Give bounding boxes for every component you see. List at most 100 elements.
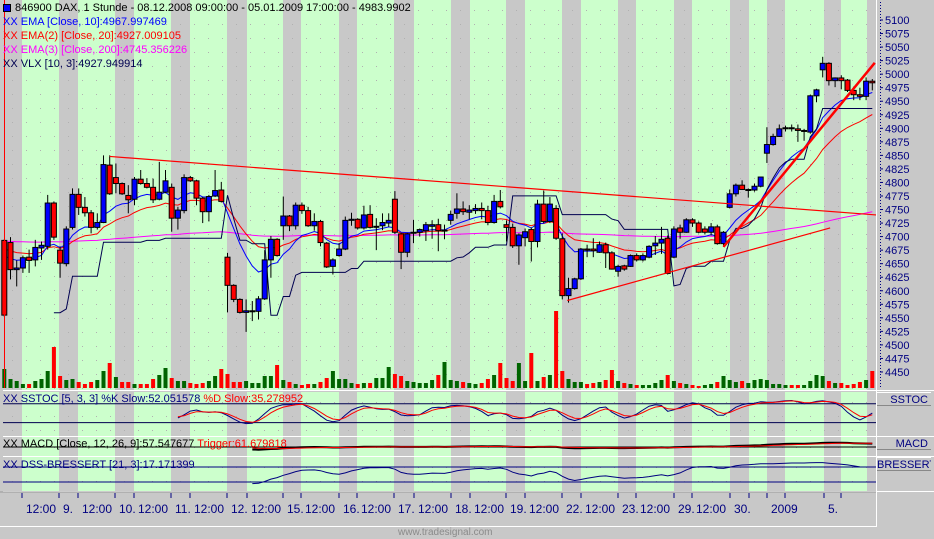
volume-bar	[318, 382, 323, 388]
grid-dot	[264, 52, 265, 53]
grid-dot	[264, 388, 265, 389]
grid-dot	[446, 220, 447, 221]
macd-panel-label[interactable]: MACD	[877, 436, 931, 450]
grid-dot	[124, 10, 125, 11]
grid-dot	[40, 248, 41, 249]
grid-dot	[670, 192, 671, 193]
grid-dot	[460, 430, 461, 431]
grid-dot	[278, 360, 279, 361]
grid-dot	[292, 108, 293, 109]
grid-dot	[250, 94, 251, 95]
grid-dot	[516, 66, 517, 67]
grid-dot	[334, 332, 335, 333]
grid-dot	[362, 94, 363, 95]
grid-dot	[782, 206, 783, 207]
grid-dot	[698, 416, 699, 417]
grid-dot	[810, 430, 811, 431]
candle-body	[435, 224, 442, 232]
grid-dot	[68, 346, 69, 347]
axis-dot	[880, 146, 881, 147]
grid-dot	[54, 276, 55, 277]
price-tick-label: 5100	[885, 15, 909, 27]
grid-dot	[404, 66, 405, 67]
axis-dot	[880, 260, 881, 261]
candle-body	[503, 224, 510, 228]
grid-dot	[54, 388, 55, 389]
grid-dot	[376, 178, 377, 179]
candle-body	[441, 229, 448, 232]
grid-dot	[586, 108, 587, 109]
legend-prefix: XX	[3, 30, 18, 42]
grid-dot	[362, 10, 363, 11]
sstoc-panel-label[interactable]: SSTOC	[877, 392, 931, 406]
session-off-band	[283, 0, 301, 390]
grid-dot	[124, 220, 125, 221]
indicator-legend[interactable]: XX EMA(2) [Close, 20]:4927.009105	[3, 30, 181, 43]
grid-dot	[334, 24, 335, 25]
grid-dot	[180, 66, 181, 67]
grid-dot	[110, 290, 111, 291]
grid-dot	[628, 164, 629, 165]
dss-legend[interactable]: XX DSS-BRESSERT [21, 3]:17.171399	[3, 459, 195, 472]
grid-dot	[712, 304, 713, 305]
grid-dot	[698, 94, 699, 95]
grid-dot	[656, 66, 657, 67]
grid-dot	[656, 402, 657, 403]
grid-dot	[852, 234, 853, 235]
dss-panel-label[interactable]: BRESSERT	[877, 457, 931, 471]
grid-dot	[82, 178, 83, 179]
grid-dot	[334, 346, 335, 347]
grid-dot	[208, 332, 209, 333]
grid-dot	[208, 80, 209, 81]
grid-dot	[600, 24, 601, 25]
grid-dot	[320, 38, 321, 39]
legend-text: EMA(2) [Close, 20]:4927.009105	[20, 30, 181, 42]
grid-dot	[152, 122, 153, 123]
grid-dot	[866, 234, 867, 235]
grid-dot	[348, 416, 349, 417]
grid-dot	[768, 430, 769, 431]
axis-dot	[880, 170, 881, 171]
grid-dot	[12, 402, 13, 403]
grid-dot	[768, 38, 769, 39]
grid-dot	[544, 416, 545, 417]
grid-dot	[236, 24, 237, 25]
sstoc-legend[interactable]: XX SSTOC [5, 3, 3] %K Slow:52.051578 %D …	[3, 393, 303, 406]
grid-dot	[460, 360, 461, 361]
indicator-legend[interactable]: XX VLX [10, 3]:4927.949914	[3, 58, 142, 71]
session-off-band	[227, 457, 247, 491]
grid-dot	[516, 164, 517, 165]
grid-dot	[726, 248, 727, 249]
indicator-legend[interactable]: XX EMA [Close, 10]:4967.997469	[3, 16, 167, 29]
grid-dot	[782, 248, 783, 249]
grid-dot	[432, 290, 433, 291]
grid-dot	[40, 276, 41, 277]
indicator-legend[interactable]: XX EMA(3) [Close, 200]:4745.356226	[3, 44, 187, 57]
grid-dot	[530, 192, 531, 193]
grid-dot	[642, 94, 643, 95]
grid-dot	[68, 108, 69, 109]
candle-body	[162, 180, 169, 193]
grid-dot	[824, 10, 825, 11]
grid-dot	[866, 360, 867, 361]
candle-body	[825, 62, 832, 82]
grid-dot	[726, 276, 727, 277]
grid-dot	[124, 318, 125, 319]
grid-dot	[544, 178, 545, 179]
grid-dot	[656, 248, 657, 249]
grid-dot	[26, 164, 27, 165]
axis-dot	[880, 17, 881, 18]
grid-dot	[26, 66, 27, 67]
grid-dot	[418, 248, 419, 249]
candle-body	[88, 212, 95, 228]
chart-title-text: 846900 DAX, 1 Stunde - 08.12.2008 09:00:…	[15, 2, 411, 14]
grid-dot	[292, 234, 293, 235]
grid-dot	[852, 346, 853, 347]
macd-legend[interactable]: XX MACD [Close, 12, 26, 9]:57.547677 Tri…	[3, 438, 287, 451]
grid-dot	[628, 430, 629, 431]
grid-dot	[698, 38, 699, 39]
grid-dot	[180, 94, 181, 95]
grid-dot	[586, 164, 587, 165]
session-off-band	[824, 392, 841, 436]
